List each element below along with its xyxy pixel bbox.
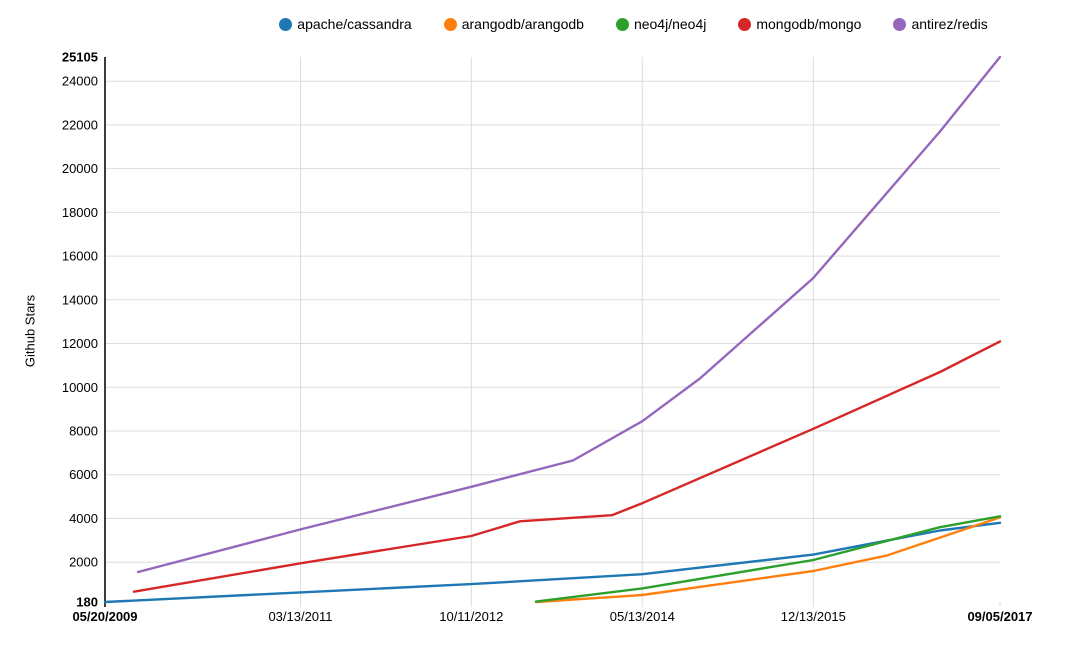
legend-item-apache-cassandra: apache/cassandra xyxy=(279,16,412,32)
y-tick-label-20000: 20000 xyxy=(62,161,98,176)
legend-label: apache/cassandra xyxy=(297,16,412,32)
y-tick-label-18000: 18000 xyxy=(62,205,98,220)
x-tick-label-10/11/2012: 10/11/2012 xyxy=(439,609,503,624)
y-tick-label-22000: 22000 xyxy=(62,117,98,132)
x-tick-label-03/13/2011: 03/13/2011 xyxy=(268,609,332,624)
x-tick-label-05/20/2009: 05/20/2009 xyxy=(72,609,137,624)
y-tick-label-10000: 10000 xyxy=(62,380,98,395)
series-line-neo4j-neo4j xyxy=(534,515,1002,603)
legend-item-antirez-redis: antirez/redis xyxy=(893,16,988,32)
y-tick-label-25105: 25105 xyxy=(62,50,98,65)
series-line-mongodb-mongo xyxy=(132,340,1002,593)
legend-label: mongodb/mongo xyxy=(756,16,862,32)
legend-item-arangodb-arangodb: arangodb/arangodb xyxy=(443,16,584,32)
y-tick-label-4000: 4000 xyxy=(69,511,98,526)
series-line-arangodb-arangodb xyxy=(534,516,1002,604)
legend-item-mongodb-mongo: mongodb/mongo xyxy=(738,16,861,32)
legend-dot-icon xyxy=(738,17,752,31)
y-tick-label-8000: 8000 xyxy=(69,424,98,439)
y-tick-label-12000: 12000 xyxy=(62,336,98,351)
y-axis-title: Github Stars xyxy=(22,294,38,368)
legend-dot-icon xyxy=(443,17,457,31)
legend-dot-icon xyxy=(893,17,907,31)
y-tick-label-2000: 2000 xyxy=(69,555,98,570)
series-line-antirez-redis xyxy=(136,55,1002,574)
legend-dot-icon xyxy=(279,17,293,31)
y-tick-label-6000: 6000 xyxy=(69,467,98,482)
y-tick-label-24000: 24000 xyxy=(62,74,98,89)
legend-label: arangodb/arangodb xyxy=(461,16,584,32)
x-tick-label-05/13/2014: 05/13/2014 xyxy=(610,609,675,624)
x-tick-label-12/13/2015: 12/13/2015 xyxy=(781,609,846,624)
legend-dot-icon xyxy=(615,17,629,31)
y-tick-label-180: 180 xyxy=(76,595,98,610)
chart-legend: apache/cassandra arangodb/arangodb neo4j/n… xyxy=(200,16,1067,32)
y-tick-label-14000: 14000 xyxy=(62,292,98,307)
y-tick-label-16000: 16000 xyxy=(62,249,98,264)
x-tick-label-09/05/2017: 09/05/2017 xyxy=(967,609,1032,624)
legend-label: antirez/redis xyxy=(911,16,988,32)
legend-label: neo4j/neo4j xyxy=(633,16,707,32)
series-line-apache-cassandra xyxy=(103,521,1002,604)
legend-item-neo4j-neo4j: neo4j/neo4j xyxy=(615,16,707,32)
